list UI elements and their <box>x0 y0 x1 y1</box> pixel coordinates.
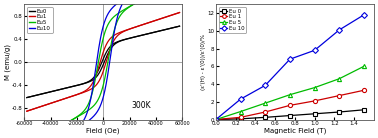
Line: Eu 10: Eu 10 <box>214 13 366 122</box>
Y-axis label: (ε'(H) - ε'(0))/ε'(0)/%: (ε'(H) - ε'(0))/ε'(0)/% <box>201 34 206 90</box>
Eu 10 <box>288 58 292 60</box>
Eu 1 <box>362 89 366 91</box>
Line: Eu 0: Eu 0 <box>214 108 366 122</box>
Eu 1 <box>312 100 317 102</box>
Eu 10 <box>214 119 218 120</box>
Eu 5 <box>362 65 366 67</box>
Text: 300K: 300K <box>132 101 151 110</box>
Eu 0 <box>214 119 218 120</box>
Eu 10 <box>362 14 366 16</box>
Eu 5 <box>263 102 268 104</box>
Line: Eu 1: Eu 1 <box>214 88 366 122</box>
Eu 0 <box>312 113 317 115</box>
Legend: Eu0, Eu1, Eu5, Eu10: Eu0, Eu1, Eu5, Eu10 <box>27 7 53 33</box>
Legend: Eu 0, Eu 1, Eu 5, Eu 10: Eu 0, Eu 1, Eu 5, Eu 10 <box>218 7 246 33</box>
Eu 1 <box>288 104 292 106</box>
Line: Eu 5: Eu 5 <box>214 64 366 122</box>
X-axis label: Field (Oe): Field (Oe) <box>87 127 120 134</box>
Eu 5 <box>288 94 292 95</box>
Eu 10 <box>238 98 243 100</box>
X-axis label: Magnetic Field (T): Magnetic Field (T) <box>264 127 326 134</box>
Y-axis label: M (emu/g): M (emu/g) <box>4 44 11 80</box>
Eu 1 <box>238 116 243 118</box>
Eu 5 <box>312 87 317 88</box>
Eu 5 <box>337 78 342 79</box>
Eu 0 <box>362 109 366 111</box>
Eu 0 <box>238 118 243 120</box>
Eu 5 <box>214 119 218 120</box>
Eu 10 <box>337 29 342 31</box>
Eu 10 <box>312 50 317 51</box>
Eu 0 <box>263 116 268 118</box>
Eu 5 <box>238 111 243 112</box>
Eu 1 <box>263 111 268 113</box>
Eu 0 <box>288 115 292 116</box>
Eu 0 <box>337 111 342 113</box>
Eu 1 <box>214 119 218 120</box>
Eu 1 <box>337 95 342 96</box>
Eu 10 <box>263 85 268 86</box>
